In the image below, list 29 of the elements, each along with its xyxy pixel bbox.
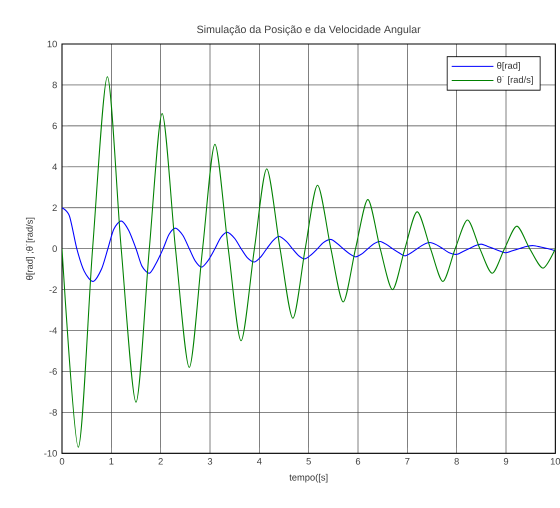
x-axis-title: tempo([s] (289, 474, 328, 483)
y-tick-label: -10 (44, 450, 57, 457)
y-tick-label: -2 (49, 286, 57, 293)
legend-label: θ˙ [rad/s] (497, 76, 533, 85)
y-tick-label: 4 (52, 164, 58, 170)
line-series (62, 76, 556, 448)
y-tick-label: -4 (49, 327, 58, 334)
y-tick-label: 2 (52, 204, 57, 211)
y-tick-label: -6 (49, 368, 57, 375)
x-tick-label: 3 (208, 458, 212, 465)
x-tick-label: 8 (454, 458, 459, 465)
x-tick-label: 0 (60, 458, 64, 465)
x-tick-label: 9 (504, 458, 508, 465)
y-tick-label: 0 (52, 245, 57, 252)
y-tick-label: 6 (52, 122, 57, 130)
chart-title: Simulação da Posição e da Velocidade Angular (197, 25, 420, 36)
y-tick-label: -8 (49, 409, 57, 416)
x-tick-label: 10 (550, 458, 560, 465)
x-tick-label: 4 (256, 458, 262, 464)
x-tick-label: 2 (158, 458, 163, 465)
line-series (62, 207, 556, 282)
x-tick-label: 6 (356, 458, 360, 465)
x-tick-label: 7 (405, 458, 410, 464)
y-axis-title: θ[rad] ;θ˙[rad/s] (26, 218, 35, 280)
legend-label: θ[rad] (497, 62, 520, 71)
y-tick-label: 8 (52, 82, 57, 88)
x-tick-label: 5 (306, 458, 311, 465)
y-tick-label: 10 (48, 40, 57, 48)
x-tick-label: 1 (109, 458, 114, 464)
